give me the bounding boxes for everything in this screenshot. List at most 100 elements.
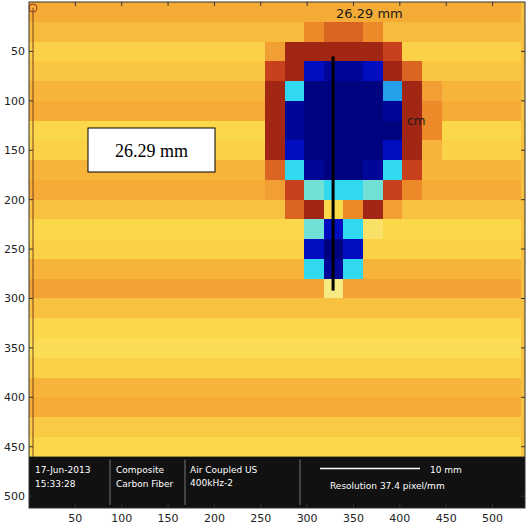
- heatmap-cell: [167, 101, 187, 121]
- heatmap-cell: [304, 259, 324, 279]
- measurement-line: [332, 56, 335, 290]
- x-tick-top: [446, 2, 447, 6]
- heatmap-cell: [206, 61, 226, 81]
- heatmap-cell: [245, 2, 265, 22]
- heatmap-cell: [147, 42, 167, 62]
- heatmap-cell: [226, 81, 246, 101]
- heatmap-cell: [343, 318, 363, 338]
- heatmap-cell: [501, 81, 521, 101]
- y-tick: [29, 397, 33, 398]
- heatmap-cell: [285, 318, 305, 338]
- heatmap-cell: [304, 160, 324, 180]
- y-tick-right: [521, 51, 525, 52]
- heatmap-cell: [245, 22, 265, 42]
- plot-frame: [29, 2, 525, 508]
- heatmap-cell: [442, 239, 462, 259]
- x-tick-label: 300: [297, 512, 318, 525]
- heatmap-cell: [226, 298, 246, 318]
- heatmap-cell: [285, 42, 305, 62]
- heatmap-cell: [363, 42, 383, 62]
- heatmap-cell: [186, 338, 206, 358]
- heatmap-cell: [265, 417, 285, 437]
- heatmap-cell: [167, 378, 187, 398]
- heatmap-cell: [29, 279, 49, 299]
- heatmap-cell: [29, 259, 49, 279]
- heatmap-cell: [442, 219, 462, 239]
- heatmap-cell: [285, 417, 305, 437]
- heatmap-cell: [442, 2, 462, 22]
- heatmap-cell: [383, 358, 403, 378]
- heatmap-cell: [363, 22, 383, 42]
- heatmap-cell: [324, 318, 344, 338]
- heatmap-cell: [186, 279, 206, 299]
- heatmap-cell: [461, 219, 481, 239]
- heatmap-cell: [442, 180, 462, 200]
- heatmap-cell: [363, 239, 383, 259]
- heatmap-cell: [88, 81, 108, 101]
- heatmap-cell: [108, 42, 128, 62]
- heatmap-cell: [265, 437, 285, 457]
- heatmap-cell: [29, 358, 49, 378]
- heatmap-cell: [304, 22, 324, 42]
- heatmap-cell: [461, 378, 481, 398]
- heatmap-cell: [481, 121, 501, 141]
- heatmap-cell: [167, 318, 187, 338]
- heatmap-cell: [383, 121, 403, 141]
- heatmap-cell: [402, 2, 422, 22]
- heatmap-cell: [442, 417, 462, 437]
- heatmap-cell: [363, 259, 383, 279]
- heatmap-cell: [49, 200, 69, 220]
- heatmap-cell: [167, 279, 187, 299]
- info-bar: 17-Jun-201315:33:28CompositeCarbon Fiber…: [29, 457, 525, 508]
- heatmap-cell: [147, 81, 167, 101]
- heatmap-cell: [226, 318, 246, 338]
- heatmap-cell: [324, 338, 344, 358]
- heatmap-cell: [442, 140, 462, 160]
- heatmap-cell: [186, 358, 206, 378]
- heatmap-cell: [422, 279, 442, 299]
- heatmap-cell: [245, 239, 265, 259]
- heatmap-cell: [383, 397, 403, 417]
- info-text: 17-Jun-2013: [35, 465, 90, 475]
- heatmap-cell: [186, 318, 206, 338]
- heatmap-cell: [147, 200, 167, 220]
- heatmap-cell: [108, 22, 128, 42]
- heatmap-cell: [461, 437, 481, 457]
- heatmap-cell: [422, 61, 442, 81]
- heatmap-cell: [363, 61, 383, 81]
- heatmap-cell: [29, 22, 49, 42]
- heatmap-cell: [226, 397, 246, 417]
- heatmap-cell: [68, 200, 88, 220]
- heatmap-cell: [285, 140, 305, 160]
- heatmap-cell: [226, 417, 246, 437]
- heatmap-cell: [265, 61, 285, 81]
- heatmap-cell: [127, 180, 147, 200]
- heatmap-cell: [49, 219, 69, 239]
- heatmap-cell: [108, 378, 128, 398]
- heatmap-cell: [147, 219, 167, 239]
- heatmap-cell: [285, 160, 305, 180]
- heatmap-cell: [29, 81, 49, 101]
- heatmap-cell: [402, 397, 422, 417]
- heatmap-cell: [461, 140, 481, 160]
- heatmap-cell: [68, 180, 88, 200]
- heatmap-cell: [49, 101, 69, 121]
- heatmap-cell: [442, 437, 462, 457]
- heatmap-cell: [186, 259, 206, 279]
- heatmap-cell: [402, 378, 422, 398]
- heatmap-cell: [501, 121, 521, 141]
- heatmap-cell: [343, 259, 363, 279]
- cursor-line: [33, 8, 34, 457]
- heatmap-cell: [285, 298, 305, 318]
- chart: 17-Jun-201315:33:28CompositeCarbon Fiber…: [0, 0, 530, 528]
- heatmap-cell: [285, 437, 305, 457]
- heatmap-cell: [363, 417, 383, 437]
- heatmap-cell: [265, 279, 285, 299]
- heatmap-cell: [363, 358, 383, 378]
- heatmap-cell: [206, 397, 226, 417]
- label-box: [88, 128, 215, 172]
- heatmap-cell: [167, 417, 187, 437]
- heatmap-cell: [68, 101, 88, 121]
- heatmap-cell: [88, 42, 108, 62]
- x-tick-label: 400: [389, 512, 410, 525]
